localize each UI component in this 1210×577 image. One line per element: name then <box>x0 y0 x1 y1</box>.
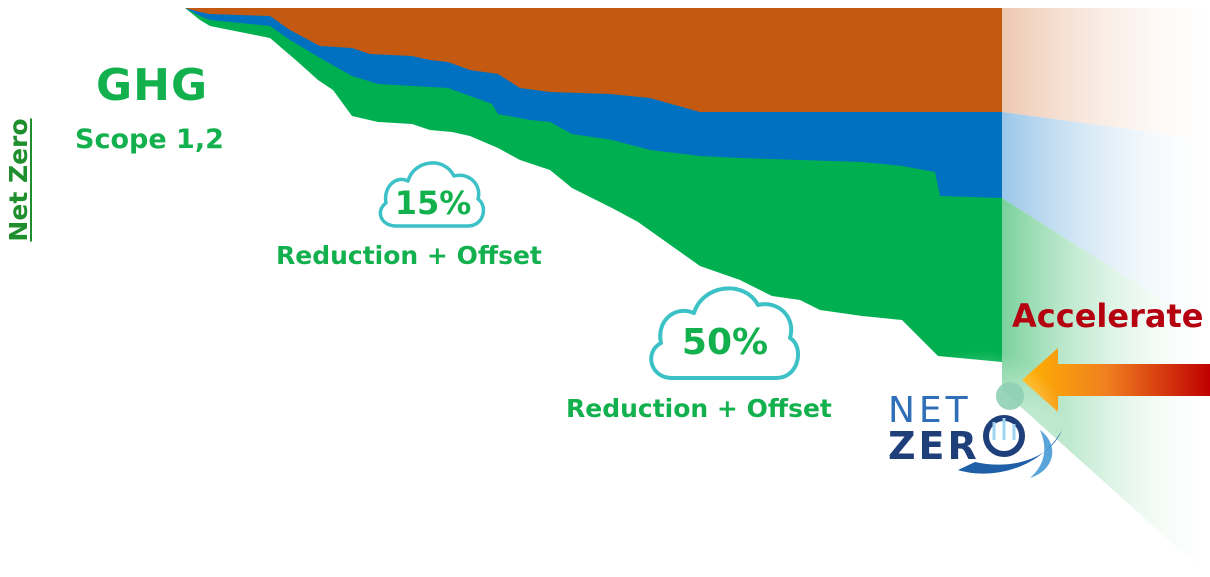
logo-turbine-icon <box>992 418 1016 440</box>
side-title: Net Zero <box>4 118 33 242</box>
cloud-icon-15 <box>378 161 486 228</box>
orange-projection <box>1002 8 1210 140</box>
accelerate-arrow-icon <box>1022 348 1210 412</box>
scope-subtitle: Scope 1,2 <box>75 124 224 155</box>
ghg-title: GHG <box>96 60 209 111</box>
milestone-label-50: Reduction + Offset <box>566 394 832 423</box>
logo-text-net: NET <box>888 390 972 431</box>
milestone-percent-50: 50% <box>681 322 769 363</box>
logo-glow <box>890 350 1070 530</box>
orange-area <box>168 8 1002 112</box>
logo-wave-icon <box>958 430 1062 474</box>
milestone-label-15: Reduction + Offset <box>276 241 542 270</box>
cloud-icon-50 <box>649 286 800 380</box>
logo-dot-icon <box>996 382 1024 410</box>
blue-projection <box>1002 112 1210 330</box>
logo-leaf-icon <box>1030 430 1053 478</box>
logo-text-zero: ZER <box>888 424 980 468</box>
milestone-percent-15: 15% <box>394 184 472 222</box>
accelerate-label: Accelerate <box>1012 297 1204 335</box>
